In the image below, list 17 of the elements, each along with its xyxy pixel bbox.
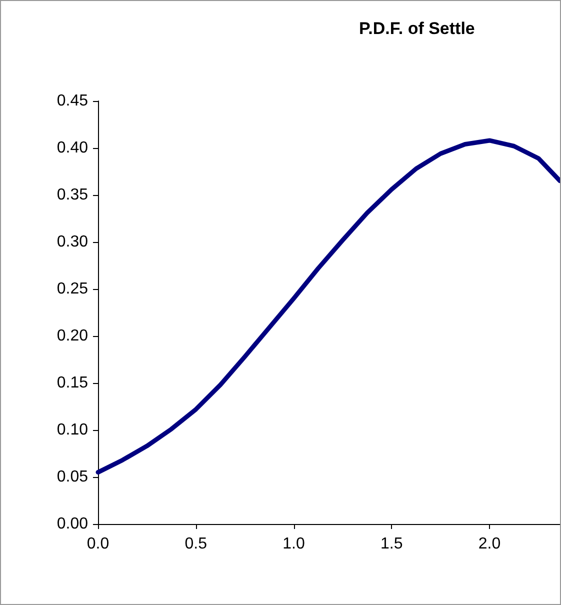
- y-tick-label: 0.45: [56, 92, 88, 110]
- x-tick-label: 1.0: [282, 536, 305, 552]
- y-tick-label: 0.25: [56, 280, 88, 298]
- y-tick-label: 0.15: [56, 374, 88, 392]
- y-tick-label: 0.35: [56, 186, 88, 204]
- y-tick-label: 0.00: [56, 516, 88, 532]
- x-tick-label: 0.0: [86, 536, 110, 552]
- y-tick-label: 0.30: [56, 234, 88, 250]
- y-tick-label: 0.05: [56, 468, 88, 486]
- x-tick-label: 2.0: [478, 536, 501, 552]
- x-tick-label: 0.5: [184, 536, 208, 552]
- y-tick-label: 0.10: [56, 422, 88, 438]
- chart-title: P.D.F. of Settle: [359, 19, 475, 38]
- line-series: [96, 138, 560, 475]
- x-tick-label: 1.5: [380, 536, 403, 552]
- y-tick-label: 0.20: [56, 328, 88, 344]
- y-tick-label: 0.40: [56, 140, 88, 156]
